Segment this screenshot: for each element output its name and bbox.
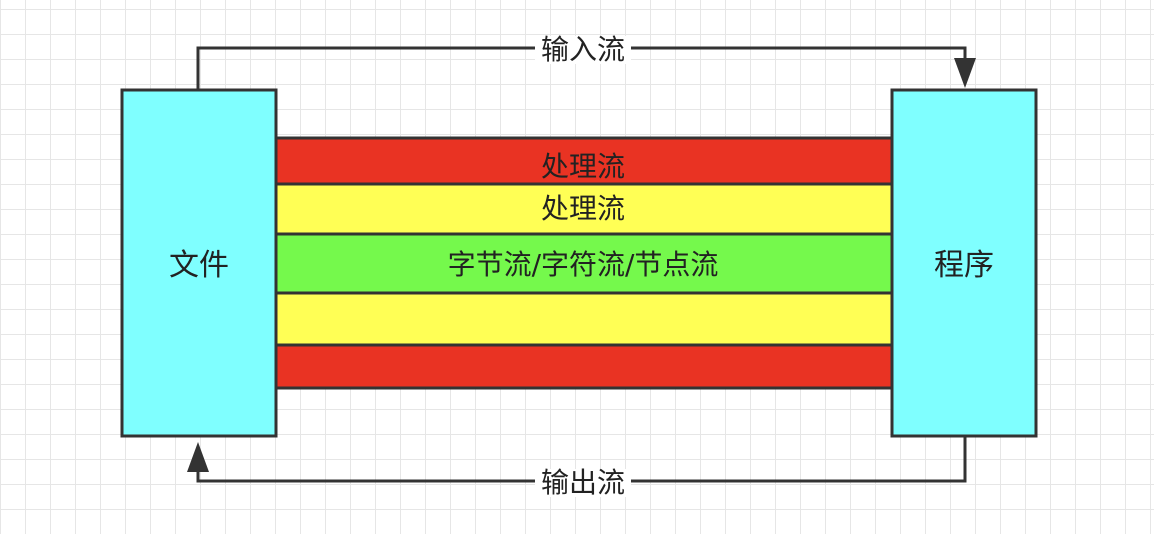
band-inner-processing-top xyxy=(274,182,894,236)
outer-processing-stream-label: 处理流 xyxy=(540,150,626,183)
band-inner-processing-bottom xyxy=(274,291,894,347)
output-stream-label: 输出流 xyxy=(534,469,632,497)
input-stream-label: 输入流 xyxy=(534,36,632,64)
program-label: 程序 xyxy=(934,248,994,283)
file-label: 文件 xyxy=(169,248,229,283)
band-outer-processing-bottom xyxy=(274,343,894,390)
inner-processing-stream-label: 处理流 xyxy=(540,192,626,225)
output-arrowhead xyxy=(187,442,209,472)
node-stream-label: 字节流/字符流/节点流 xyxy=(447,248,719,281)
input-arrowhead xyxy=(954,58,976,88)
file-box xyxy=(120,88,278,438)
